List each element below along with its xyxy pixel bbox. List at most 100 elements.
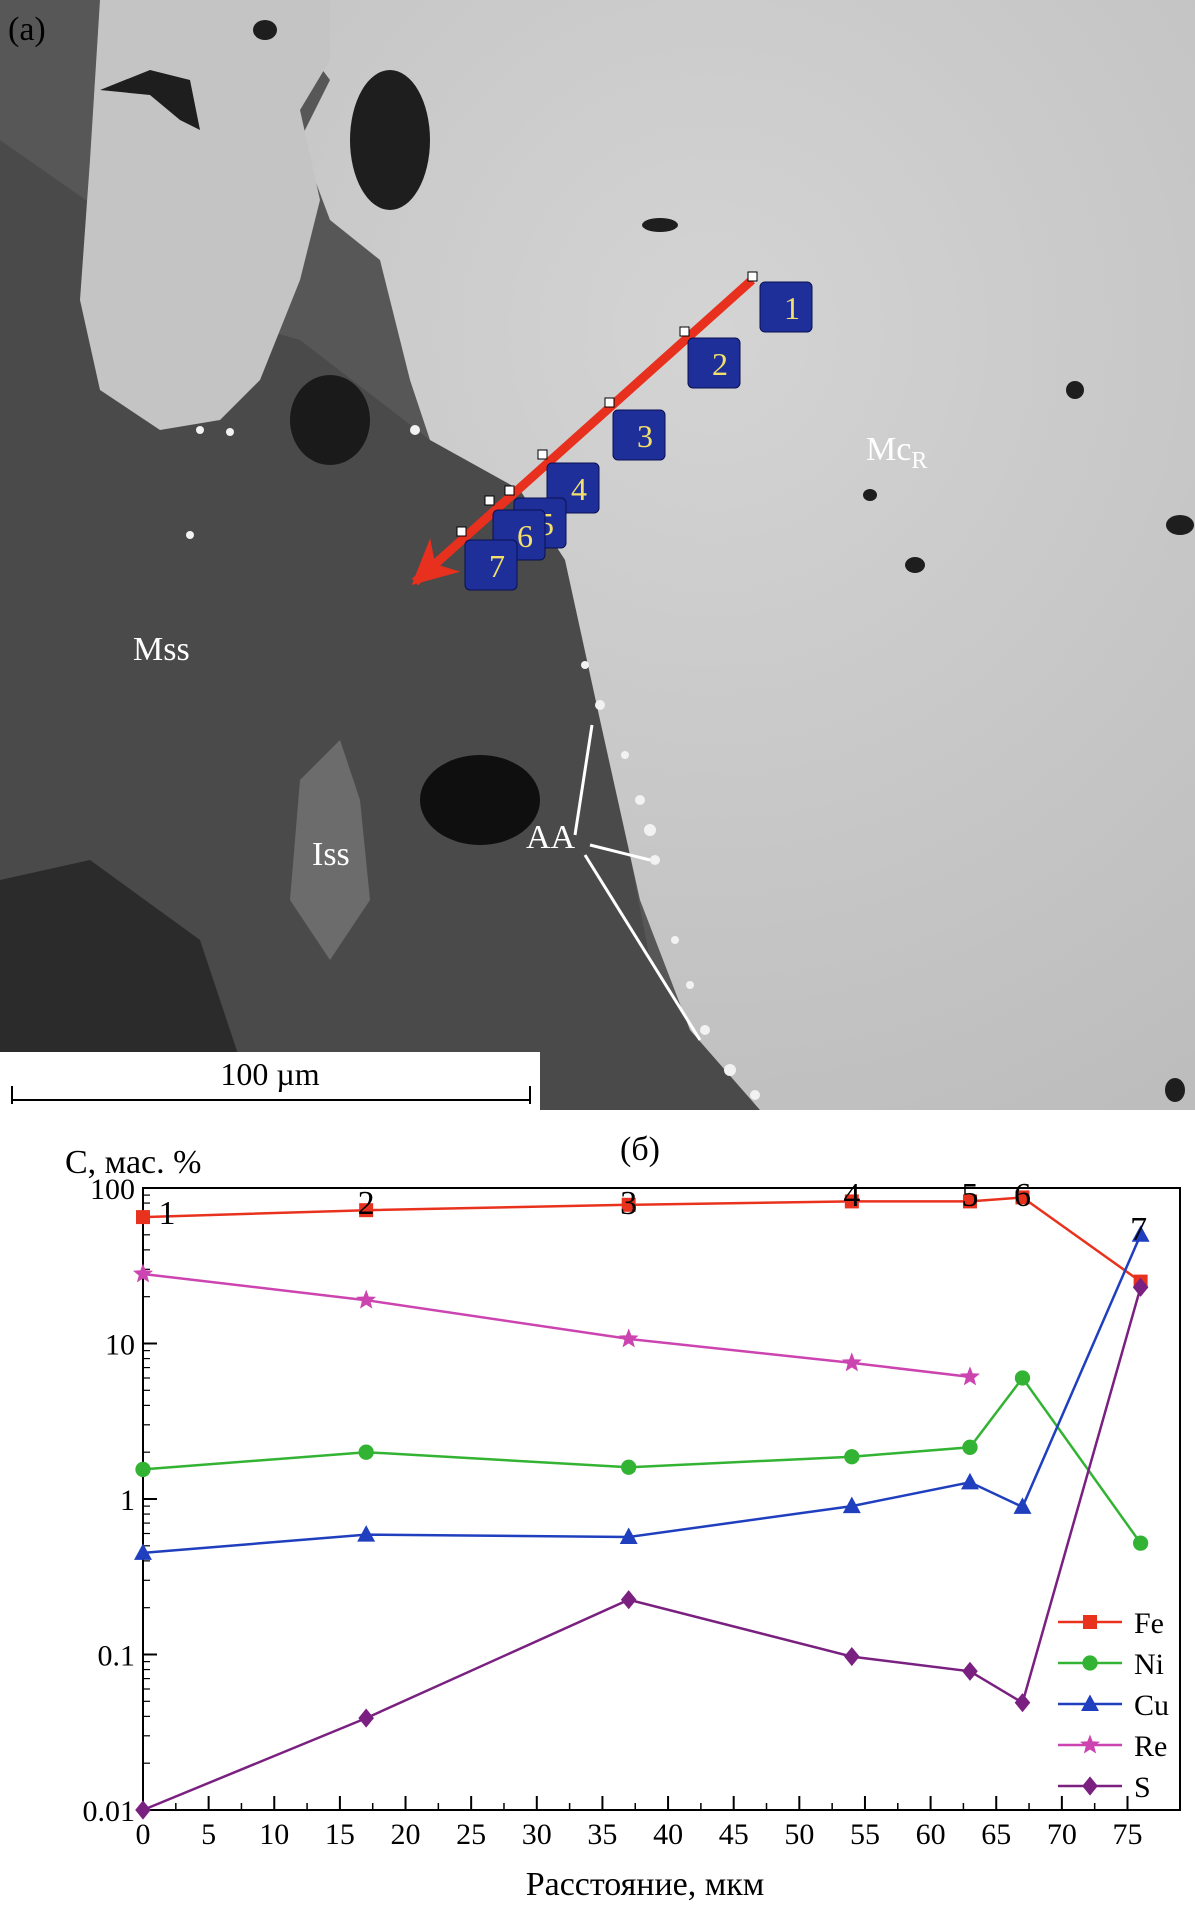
pore — [350, 70, 430, 210]
x-tick-label: 30 — [522, 1818, 552, 1851]
point-box — [687, 337, 741, 389]
axis-ticks: 0 5 10 15 20 25 30 35 40 45 50 55 60 65 70 750.010.1110… — [83, 1173, 1143, 1851]
legend-label: Cu — [1134, 1689, 1169, 1722]
label-aa: AA — [526, 819, 576, 856]
data-point-cu — [1013, 1497, 1032, 1514]
x-tick-label: 20 — [391, 1818, 421, 1851]
x-tick-label: 15 — [325, 1818, 355, 1851]
chart-point-label: 7 — [1130, 1211, 1147, 1248]
series-line-cu — [142, 1234, 1142, 1555]
series-layer — [132, 1190, 1150, 1820]
x-tick-label: 5 — [201, 1818, 216, 1851]
legend-marker — [1082, 1776, 1098, 1796]
concentration-chart: (б) С, мас. % Расстояние, мкм 0 5 10 15 20 25… — [65, 1131, 1181, 1903]
scale-bar-label: 100 µm — [220, 1056, 319, 1092]
data-point-s — [1132, 1277, 1149, 1297]
data-point-ni — [135, 1461, 151, 1478]
x-tick-label: 55 — [850, 1818, 880, 1851]
data-point-s — [1014, 1693, 1031, 1713]
data-point-fe — [1015, 1190, 1030, 1205]
x-tick-label: 45 — [719, 1818, 749, 1851]
profile-arrow — [411, 276, 756, 586]
mcr-region — [120, 0, 1195, 1110]
data-point-fe — [844, 1194, 859, 1209]
label-panel-a: (a) — [8, 11, 46, 48]
point-box — [759, 281, 813, 333]
label-mcr: McR — [866, 431, 927, 474]
legend-item-s: S — [1058, 1771, 1151, 1804]
point-box-number: 2 — [712, 346, 728, 382]
data-point-re — [132, 1263, 154, 1283]
chart-point-label: 1 — [159, 1195, 176, 1232]
data-point-re — [618, 1328, 639, 1348]
legend-label: S — [1134, 1771, 1151, 1804]
label-iss: Iss — [312, 836, 350, 873]
data-point-fe — [621, 1197, 636, 1212]
data-point-s — [844, 1646, 860, 1667]
series-line-s — [142, 1286, 1142, 1812]
data-point-s — [962, 1661, 978, 1681]
pore — [1165, 1078, 1185, 1102]
legend-label: Re — [1134, 1730, 1167, 1763]
point-box — [612, 409, 666, 461]
pore — [905, 557, 925, 573]
legend-marker — [1079, 1734, 1101, 1754]
data-point-re — [841, 1352, 862, 1372]
mcr-lobe — [80, 0, 330, 430]
dark-fractures — [0, 860, 240, 1080]
x-tick-label: 75 — [1112, 1818, 1142, 1851]
x-tick-label: 25 — [456, 1818, 486, 1851]
data-point-ni — [621, 1459, 637, 1475]
data-point-re — [356, 1289, 377, 1309]
legend-label: Fe — [1134, 1607, 1164, 1640]
y-tick-label: 0.01 — [83, 1795, 136, 1828]
x-tick-label: 70 — [1047, 1818, 1077, 1851]
x-tick-label: 65 — [981, 1818, 1011, 1851]
chart-point-label: 6 — [1014, 1177, 1031, 1214]
legend: Fe Ni Cu Re S — [1058, 1607, 1169, 1804]
label-mss: Mss — [133, 631, 190, 668]
point-box-number: 7 — [489, 548, 505, 584]
data-point-ni — [962, 1439, 978, 1455]
data-point-ni — [358, 1444, 374, 1460]
label-panel-b: (б) — [620, 1131, 660, 1168]
x-tick-label: 40 — [653, 1818, 683, 1851]
iss-region — [290, 740, 370, 960]
pore — [100, 70, 200, 130]
pore — [1166, 515, 1194, 535]
data-point-cu — [619, 1527, 638, 1544]
data-point-s — [135, 1800, 151, 1820]
x-tick-label: 0 — [136, 1818, 151, 1851]
pore — [1066, 381, 1084, 399]
series-fe — [136, 1190, 1148, 1289]
series-ni — [135, 1370, 1149, 1551]
legend-item-ni: Ni — [1058, 1648, 1164, 1681]
chart-point-label: 5 — [961, 1177, 978, 1214]
legend-marker — [1082, 1655, 1098, 1671]
legend-marker — [1083, 1615, 1097, 1629]
data-point-re — [959, 1366, 980, 1386]
series-re — [132, 1263, 980, 1386]
pore — [290, 375, 370, 465]
aa-pointer-lines — [573, 724, 702, 1041]
x-tick-label: 10 — [259, 1818, 289, 1851]
data-point-s — [620, 1590, 637, 1610]
point-box — [464, 539, 518, 591]
pore — [863, 489, 877, 501]
y-tick-label: 1 — [120, 1484, 135, 1517]
pore — [420, 755, 540, 845]
point-box-number: 3 — [637, 418, 653, 454]
data-point-cu — [134, 1543, 152, 1560]
legend-item-cu: Cu — [1058, 1689, 1169, 1722]
data-point-cu — [357, 1525, 376, 1542]
series-cu — [134, 1225, 1150, 1560]
legend-item-re: Re — [1058, 1730, 1167, 1763]
y-tick-label: 10 — [105, 1329, 135, 1362]
point-box-number: 1 — [784, 290, 800, 326]
data-point-ni — [1132, 1535, 1149, 1551]
data-point-cu — [842, 1496, 861, 1514]
chart-point-label: 2 — [358, 1185, 375, 1222]
chart-point-label: 3 — [620, 1185, 637, 1222]
pore — [642, 218, 678, 232]
